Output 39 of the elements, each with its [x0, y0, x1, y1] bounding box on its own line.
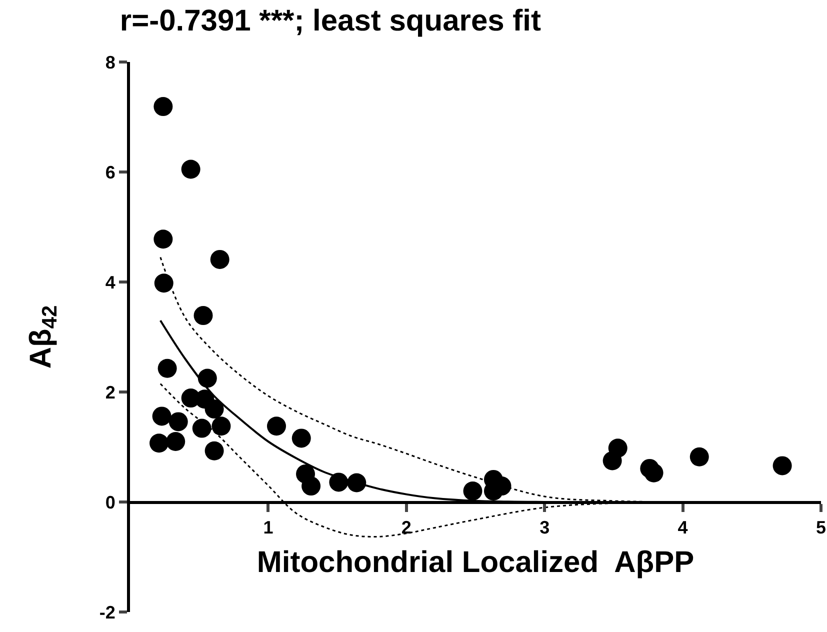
y-tick-label: -2 [99, 602, 116, 622]
point [154, 274, 174, 293]
point [150, 434, 169, 453]
point [192, 418, 212, 438]
y-tick-label: 8 [105, 52, 116, 72]
point [168, 412, 188, 432]
point [198, 368, 217, 388]
point [210, 250, 230, 269]
x-tick-label: 2 [401, 518, 412, 538]
point [204, 400, 224, 419]
point [644, 463, 664, 482]
point [463, 482, 482, 500]
point [166, 432, 186, 451]
chart-title: r=-0.7391 ***; least squares fit [120, 4, 541, 38]
point [181, 160, 200, 179]
y-tick-label: 4 [105, 272, 116, 292]
point [329, 472, 348, 492]
y-tick-label: 6 [105, 162, 116, 182]
x-tick-label: 5 [816, 518, 826, 538]
y-tick-label: 2 [105, 382, 116, 402]
point [772, 456, 792, 476]
point [194, 306, 213, 326]
point [154, 230, 173, 249]
point [204, 441, 224, 460]
point [690, 447, 709, 466]
y-tick-label: 0 [105, 492, 116, 512]
point [212, 416, 231, 436]
point [267, 416, 286, 436]
x-tick-label: 4 [678, 518, 688, 538]
x-tick-label: 3 [540, 518, 550, 538]
point [154, 97, 173, 116]
x-tick-label: 1 [263, 518, 274, 538]
point [152, 406, 172, 426]
point [602, 451, 622, 470]
point [158, 358, 177, 378]
point [347, 473, 366, 492]
point [302, 476, 321, 496]
point [292, 428, 311, 448]
x-axis-title: Mitochondrial Localized AβPP [256, 546, 694, 580]
